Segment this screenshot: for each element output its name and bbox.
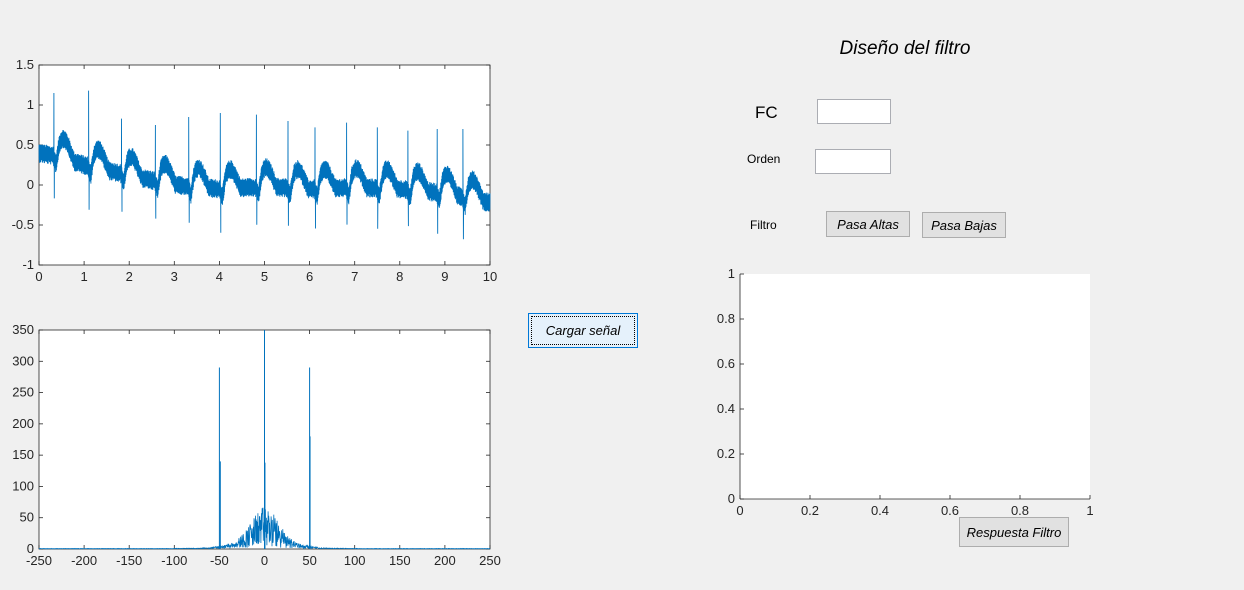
x-tick-label: 150 — [389, 553, 411, 568]
y-tick-label: 0.2 — [717, 446, 735, 461]
x-tick-label: -100 — [161, 553, 187, 568]
x-tick-label: 0 — [736, 503, 743, 518]
y-tick-label: 0 — [27, 541, 34, 556]
x-tick-label: 0 — [35, 269, 42, 284]
fc-input[interactable] — [817, 99, 891, 124]
y-tick-label: 0.8 — [717, 311, 735, 326]
x-tick-label: 100 — [344, 553, 366, 568]
y-tick-label: 350 — [12, 322, 34, 337]
x-tick-label: 50 — [302, 553, 316, 568]
x-tick-label: 1 — [1086, 503, 1093, 518]
y-tick-label: 1.5 — [16, 57, 34, 72]
x-tick-label: 8 — [396, 269, 403, 284]
x-tick-label: -150 — [116, 553, 142, 568]
y-tick-label: 0 — [27, 177, 34, 192]
load-signal-button[interactable]: Cargar señal — [528, 313, 638, 348]
x-tick-label: 0 — [261, 553, 268, 568]
x-tick-label: 5 — [261, 269, 268, 284]
x-tick-label: 9 — [441, 269, 448, 284]
y-tick-label: 150 — [12, 447, 34, 462]
x-tick-label: 6 — [306, 269, 313, 284]
x-tick-label: 10 — [483, 269, 497, 284]
signal-line — [38, 90, 491, 240]
x-tick-label: 1 — [80, 269, 87, 284]
x-tick-label: 200 — [434, 553, 456, 568]
y-tick-label: -1 — [22, 257, 34, 272]
y-tick-label: 100 — [12, 478, 34, 493]
low-pass-button[interactable]: Pasa Bajas — [922, 212, 1006, 238]
axes-background — [740, 274, 1090, 499]
x-tick-label: 0.6 — [941, 503, 959, 518]
filtro-label: Filtro — [750, 218, 777, 232]
x-tick-label: 250 — [479, 553, 501, 568]
filter-response-button[interactable]: Respuesta Filtro — [959, 517, 1069, 547]
y-tick-label: 300 — [12, 353, 34, 368]
signal-time-plot[interactable]: 0 1 2 3 4 5 6 7 8 9 10 -1 -0.5 0 0.5 1 1.5 — [0, 55, 510, 290]
signal-spectrum-plot[interactable]: -250 -200 -150 -100 -50 0 50 100 150 200 250 0 50 100… — [0, 320, 510, 580]
x-tick-label: 0.8 — [1011, 503, 1029, 518]
x-tick-label: 0.2 — [801, 503, 819, 518]
y-tick-label: 0.6 — [717, 356, 735, 371]
y-tick-label: 50 — [20, 510, 34, 525]
high-pass-button[interactable]: Pasa Altas — [826, 211, 910, 237]
orden-label: Orden — [747, 152, 781, 166]
y-tick-label: 1 — [728, 266, 735, 281]
x-tick-label: 2 — [126, 269, 133, 284]
y-tick-label: 0.4 — [717, 401, 735, 416]
x-tick-label: -50 — [210, 553, 229, 568]
x-tick-label: -200 — [71, 553, 97, 568]
orden-input[interactable] — [815, 149, 891, 174]
x-tick-label: 4 — [216, 269, 223, 284]
y-tick-label: -0.5 — [12, 217, 34, 232]
fc-label: FC — [755, 103, 778, 122]
x-tick-label: 7 — [351, 269, 358, 284]
x-tick-label: 3 — [171, 269, 178, 284]
filter-design-title: Diseño del filtro — [839, 38, 971, 59]
y-tick-label: 250 — [12, 385, 34, 400]
y-tick-label: 1 — [27, 97, 34, 112]
x-tick-label: 0.4 — [871, 503, 889, 518]
filter-response-plot[interactable]: 0 0.2 0.4 0.6 0.8 1 0 0.2 0.4 0.6 0.8 1 — [700, 265, 1110, 525]
x-tick-label: -250 — [26, 553, 52, 568]
y-tick-label: 0.5 — [16, 137, 34, 152]
y-tick-label: 200 — [12, 416, 34, 431]
y-tick-label: 0 — [728, 491, 735, 506]
